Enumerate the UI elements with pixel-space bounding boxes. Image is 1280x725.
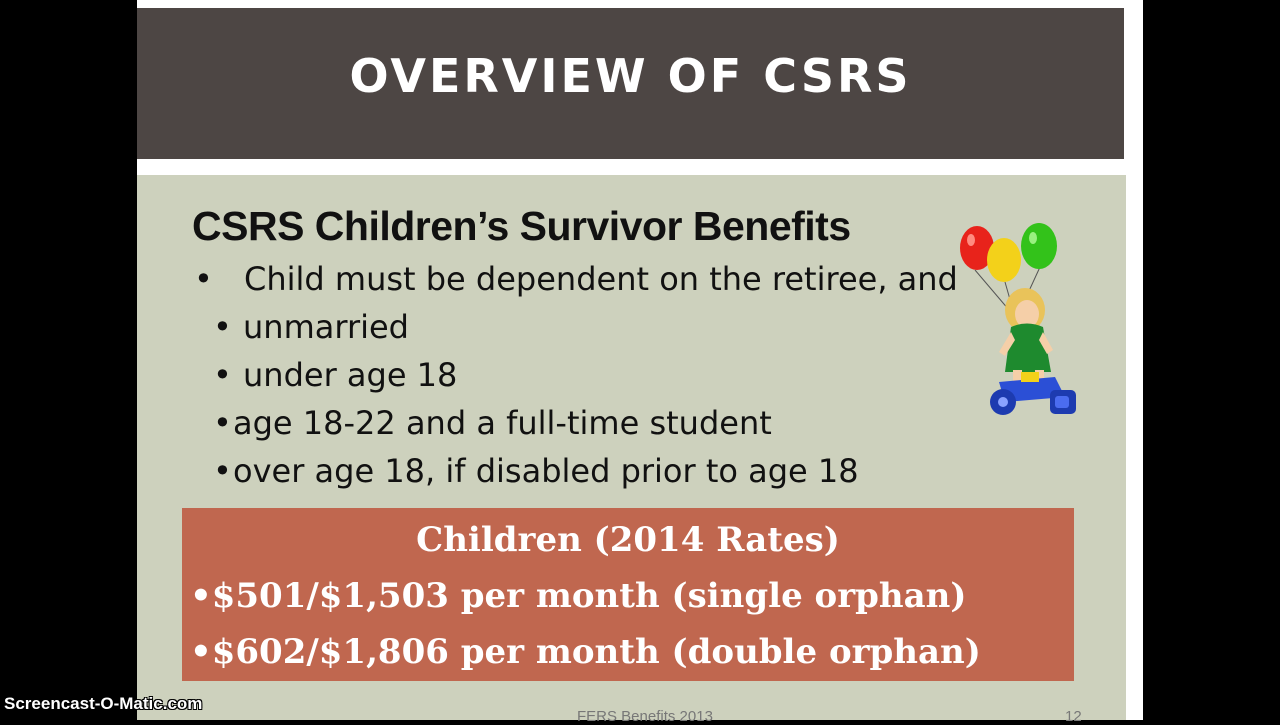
bullet-item: • under age 18 (213, 356, 457, 394)
bullet-item: •over age 18, if disabled prior to age 1… (213, 452, 859, 490)
bullet-text: over age 18, if disabled prior to age 18 (233, 452, 859, 490)
bullet-text: age 18-22 and a full-time student (233, 404, 772, 442)
bullet-marker: • (213, 356, 232, 394)
bullet-text: Child must be dependent on the retiree, … (244, 260, 958, 298)
rates-line-double-orphan: •$602/$1,806 per month (double orphan) (190, 632, 981, 672)
title-bar: OVERVIEW OF CSRS (137, 8, 1124, 159)
screencast-watermark: Screencast-O-Matic.com (4, 694, 203, 713)
yellow-balloon-icon (987, 238, 1021, 282)
bullet-marker: • (194, 260, 213, 298)
slide-title: OVERVIEW OF CSRS (349, 48, 912, 103)
green-balloon-icon (1021, 223, 1057, 269)
girl-on-tricycle-clipart (960, 223, 1076, 415)
slide-footer: FERS Benefits 2013 (577, 708, 713, 725)
bullet-marker: • (213, 308, 232, 346)
bullet-item: • unmarried (213, 308, 409, 346)
bullet-text: unmarried (243, 308, 409, 346)
rates-line-single-orphan: •$501/$1,503 per month (single orphan) (190, 576, 967, 616)
rates-box: Children (2014 Rates) •$501/$1,503 per m… (182, 508, 1074, 681)
slide-content: CSRS Children’s Survivor Benefits • Child… (137, 175, 1126, 720)
slide-page-number: 12 (1065, 708, 1082, 725)
slide: OVERVIEW OF CSRS CSRS Children’s Survivo… (137, 0, 1143, 725)
bullet-marker: • (213, 404, 232, 442)
bullet-marker: • (213, 452, 232, 490)
bullet-text: under age 18 (243, 356, 458, 394)
bullet-item: •age 18-22 and a full-time student (213, 404, 772, 442)
rates-heading: Children (2014 Rates) (416, 520, 840, 560)
bullet-item: • Child must be dependent on the retiree,… (194, 260, 958, 298)
slide-subtitle: CSRS Children’s Survivor Benefits (192, 203, 851, 249)
